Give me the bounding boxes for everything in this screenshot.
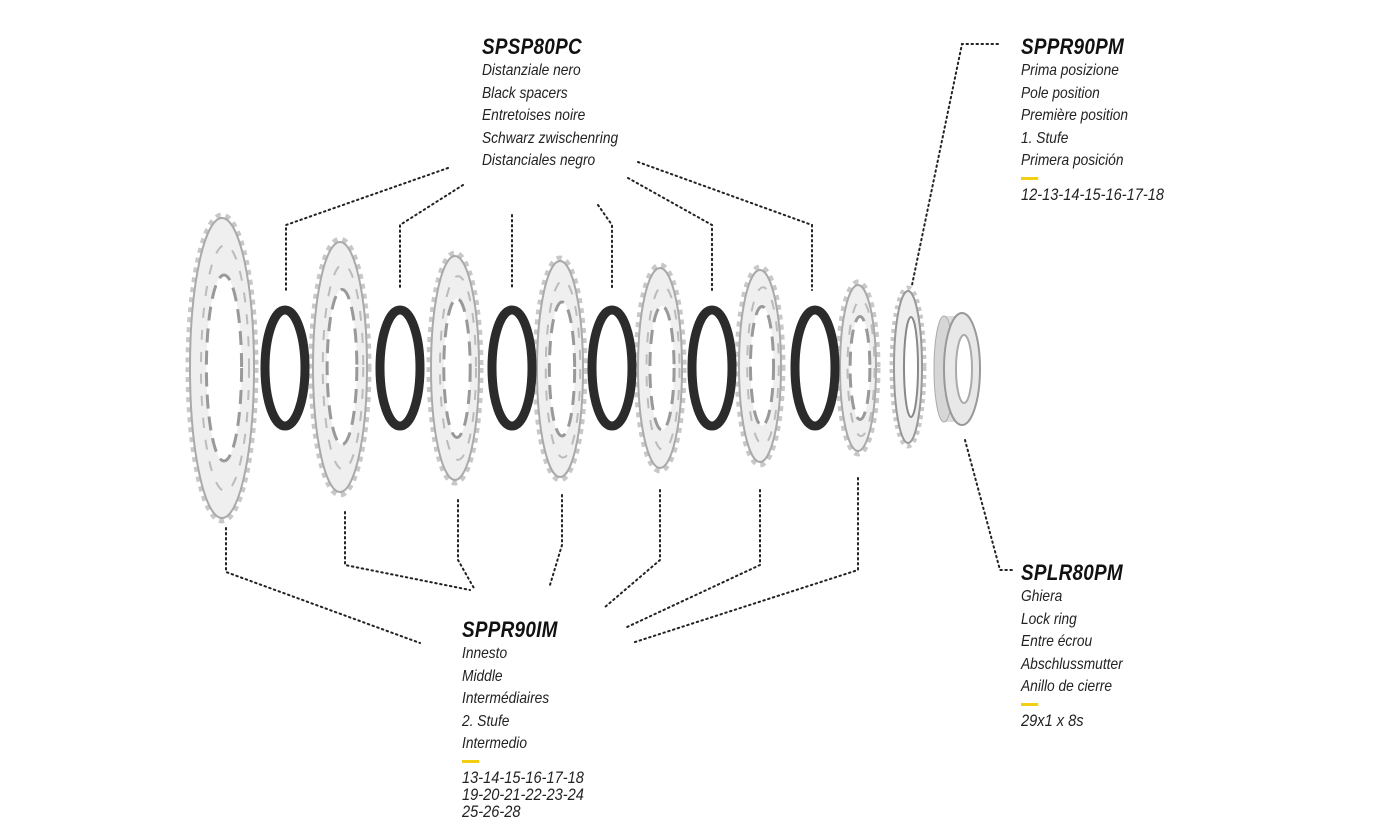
- black-spacer: [487, 305, 537, 431]
- spacer-name-de: Schwarz zwischenring: [482, 129, 619, 147]
- black-spacer: [260, 305, 310, 431]
- middle-label: SPPR90IM Innesto Middle Intermédiaires 2…: [462, 617, 584, 820]
- black-spacer: [790, 305, 840, 431]
- middle-name-en: Middle: [462, 667, 503, 685]
- accent-underline: [1021, 702, 1039, 706]
- black-spacer: [587, 305, 637, 431]
- pole-name-es: Primera posición: [1021, 152, 1124, 169]
- leader-line: [604, 489, 661, 608]
- pole-name-en: Pole position: [1021, 84, 1100, 102]
- pole-position-sprocket: [889, 285, 927, 449]
- accent-underline: [462, 759, 480, 763]
- leader-line: [399, 184, 464, 291]
- spacer-label: SPSP80PC Distanziale nero Black spacers …: [482, 34, 618, 173]
- pole-code: SPPR90PM: [1021, 34, 1125, 59]
- pole-name-fr: Première position: [1021, 107, 1129, 124]
- leader-line: [549, 494, 563, 586]
- leader-line: [285, 167, 449, 291]
- pole-sizes: 12-13-14-15-16-17-18: [1021, 184, 1165, 204]
- middle-sprocket: [308, 236, 372, 498]
- leader-line: [911, 43, 999, 286]
- lockring-name-en: Lock ring: [1021, 610, 1077, 628]
- middle-sprocket: [532, 255, 588, 483]
- middle-sizes-2: 19-20-21-22-23-24: [462, 784, 584, 804]
- pole-name-it: Prima posizione: [1021, 62, 1119, 79]
- lockring-name-es: Anillo de cierre: [1021, 678, 1113, 695]
- lockring-name-it: Ghiera: [1021, 588, 1063, 605]
- middle-sprocket: [734, 264, 786, 468]
- leader-line: [637, 161, 813, 291]
- pole-name-de: 1. Stufe: [1021, 129, 1069, 147]
- black-spacer: [375, 305, 425, 431]
- accent-underline: [1021, 176, 1039, 180]
- pole-label: SPPR90PM Prima posizione Pole position P…: [1021, 34, 1164, 203]
- spacer-name-es: Distanciales negro: [482, 152, 596, 169]
- leader-line: [597, 204, 613, 291]
- middle-sprocket: [633, 262, 687, 474]
- middle-name-de: 2. Stufe: [462, 712, 510, 730]
- spacer-name-en: Black spacers: [482, 84, 568, 102]
- leader-line: [631, 477, 859, 644]
- middle-sizes-3: 25-26-28: [462, 801, 521, 821]
- lockring-sizes: 29x1 x 8s: [1021, 710, 1084, 730]
- leader-line: [624, 489, 761, 629]
- middle-name-fr: Intermédiaires: [462, 690, 550, 707]
- lock-ring: [933, 312, 981, 426]
- middle-sizes-1: 13-14-15-16-17-18: [462, 767, 584, 787]
- middle-sprocket: [185, 212, 259, 524]
- leader-line: [964, 439, 1016, 571]
- lockring-label: SPLR80PM Ghiera Lock ring Entre écrou Ab…: [1021, 560, 1123, 729]
- spacer-name-fr: Entretoises noire: [482, 107, 586, 124]
- middle-name-it: Innesto: [462, 645, 508, 662]
- leader-line: [225, 527, 421, 644]
- leader-line: [344, 511, 471, 591]
- middle-code: SPPR90IM: [462, 617, 558, 642]
- middle-sprocket: [426, 250, 484, 486]
- leader-line: [457, 499, 476, 591]
- spacer-name-it: Distanziale nero: [482, 62, 581, 79]
- spacer-code: SPSP80PC: [482, 34, 582, 59]
- lockring-name-fr: Entre écrou: [1021, 633, 1093, 650]
- leader-line: [627, 177, 713, 291]
- middle-name-es: Intermedio: [462, 735, 528, 752]
- lockring-code: SPLR80PM: [1021, 560, 1123, 585]
- middle-sprocket: [835, 279, 881, 457]
- lockring-name-de: Abschlussmutter: [1021, 655, 1123, 673]
- black-spacer: [687, 305, 737, 431]
